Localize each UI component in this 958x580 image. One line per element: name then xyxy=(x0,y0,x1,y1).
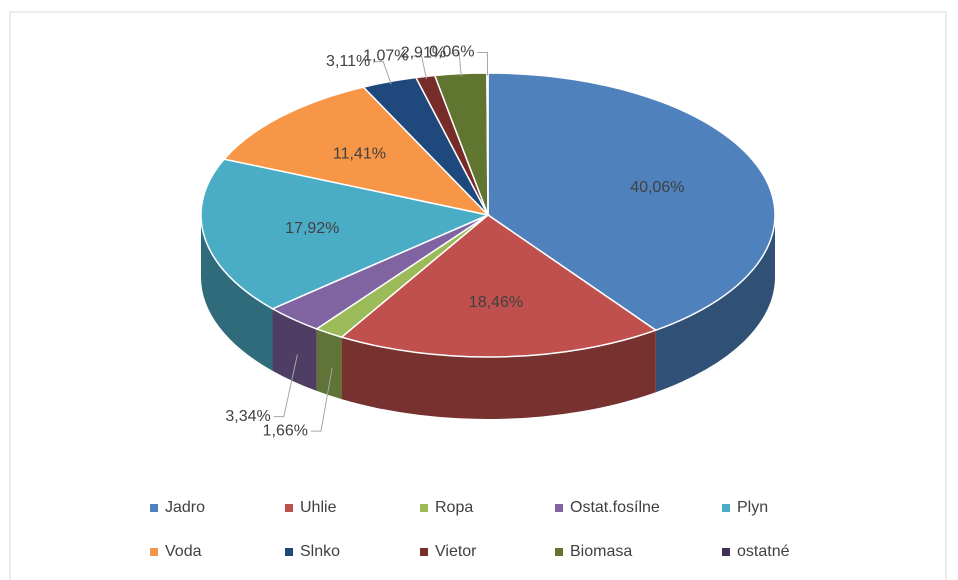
legend-label: Voda xyxy=(165,543,202,560)
legend-swatch xyxy=(285,548,293,556)
legend-swatch xyxy=(722,504,730,512)
pie-slice xyxy=(222,86,491,217)
legend-swatch xyxy=(285,504,293,512)
legend-swatch xyxy=(150,548,158,556)
data-label: 2,91% xyxy=(401,44,446,61)
pie-slice-side xyxy=(272,308,317,391)
legend-swatch xyxy=(420,548,428,556)
legend-swatch xyxy=(150,504,158,512)
legend-label: Ropa xyxy=(435,499,473,516)
leader-line xyxy=(273,354,298,418)
legend-label: Uhlie xyxy=(300,499,337,516)
legend-swatch xyxy=(420,504,428,512)
legend-swatch xyxy=(555,504,563,512)
data-label: 3,11% xyxy=(326,53,370,70)
leader-line xyxy=(477,51,488,76)
pie-slice-side xyxy=(201,215,273,371)
legend-label: Biomasa xyxy=(570,543,632,560)
data-label: 1,07% xyxy=(363,47,408,64)
leader-line xyxy=(310,367,333,432)
data-label: 40,06% xyxy=(630,179,684,196)
leader-line xyxy=(373,61,392,85)
data-label: 0,06% xyxy=(429,44,474,61)
legend-label: Plyn xyxy=(737,499,768,516)
data-label: 17,92% xyxy=(285,220,339,237)
pie-slice-side xyxy=(655,215,775,393)
pie-slice xyxy=(340,214,658,358)
legend-swatch xyxy=(555,548,563,556)
data-label: 1,66% xyxy=(263,422,308,439)
legend-label: ostatné xyxy=(737,543,790,560)
legend-label: Jadro xyxy=(165,499,205,516)
leader-line xyxy=(411,55,428,80)
data-label: 18,46% xyxy=(469,294,523,311)
legend-label: Slnko xyxy=(300,543,340,560)
legend-label: Vietor xyxy=(435,543,477,560)
pie-slice xyxy=(487,72,776,332)
data-label: 3,34% xyxy=(225,408,270,425)
data-label: 11,41% xyxy=(333,145,386,162)
pie-slice-side xyxy=(341,330,656,419)
pie-slice-side xyxy=(316,328,342,400)
pie-slice xyxy=(200,158,491,310)
leader-line xyxy=(449,52,462,77)
legend-label: Ostat.fosílne xyxy=(570,499,660,516)
legend-swatch xyxy=(722,548,730,556)
